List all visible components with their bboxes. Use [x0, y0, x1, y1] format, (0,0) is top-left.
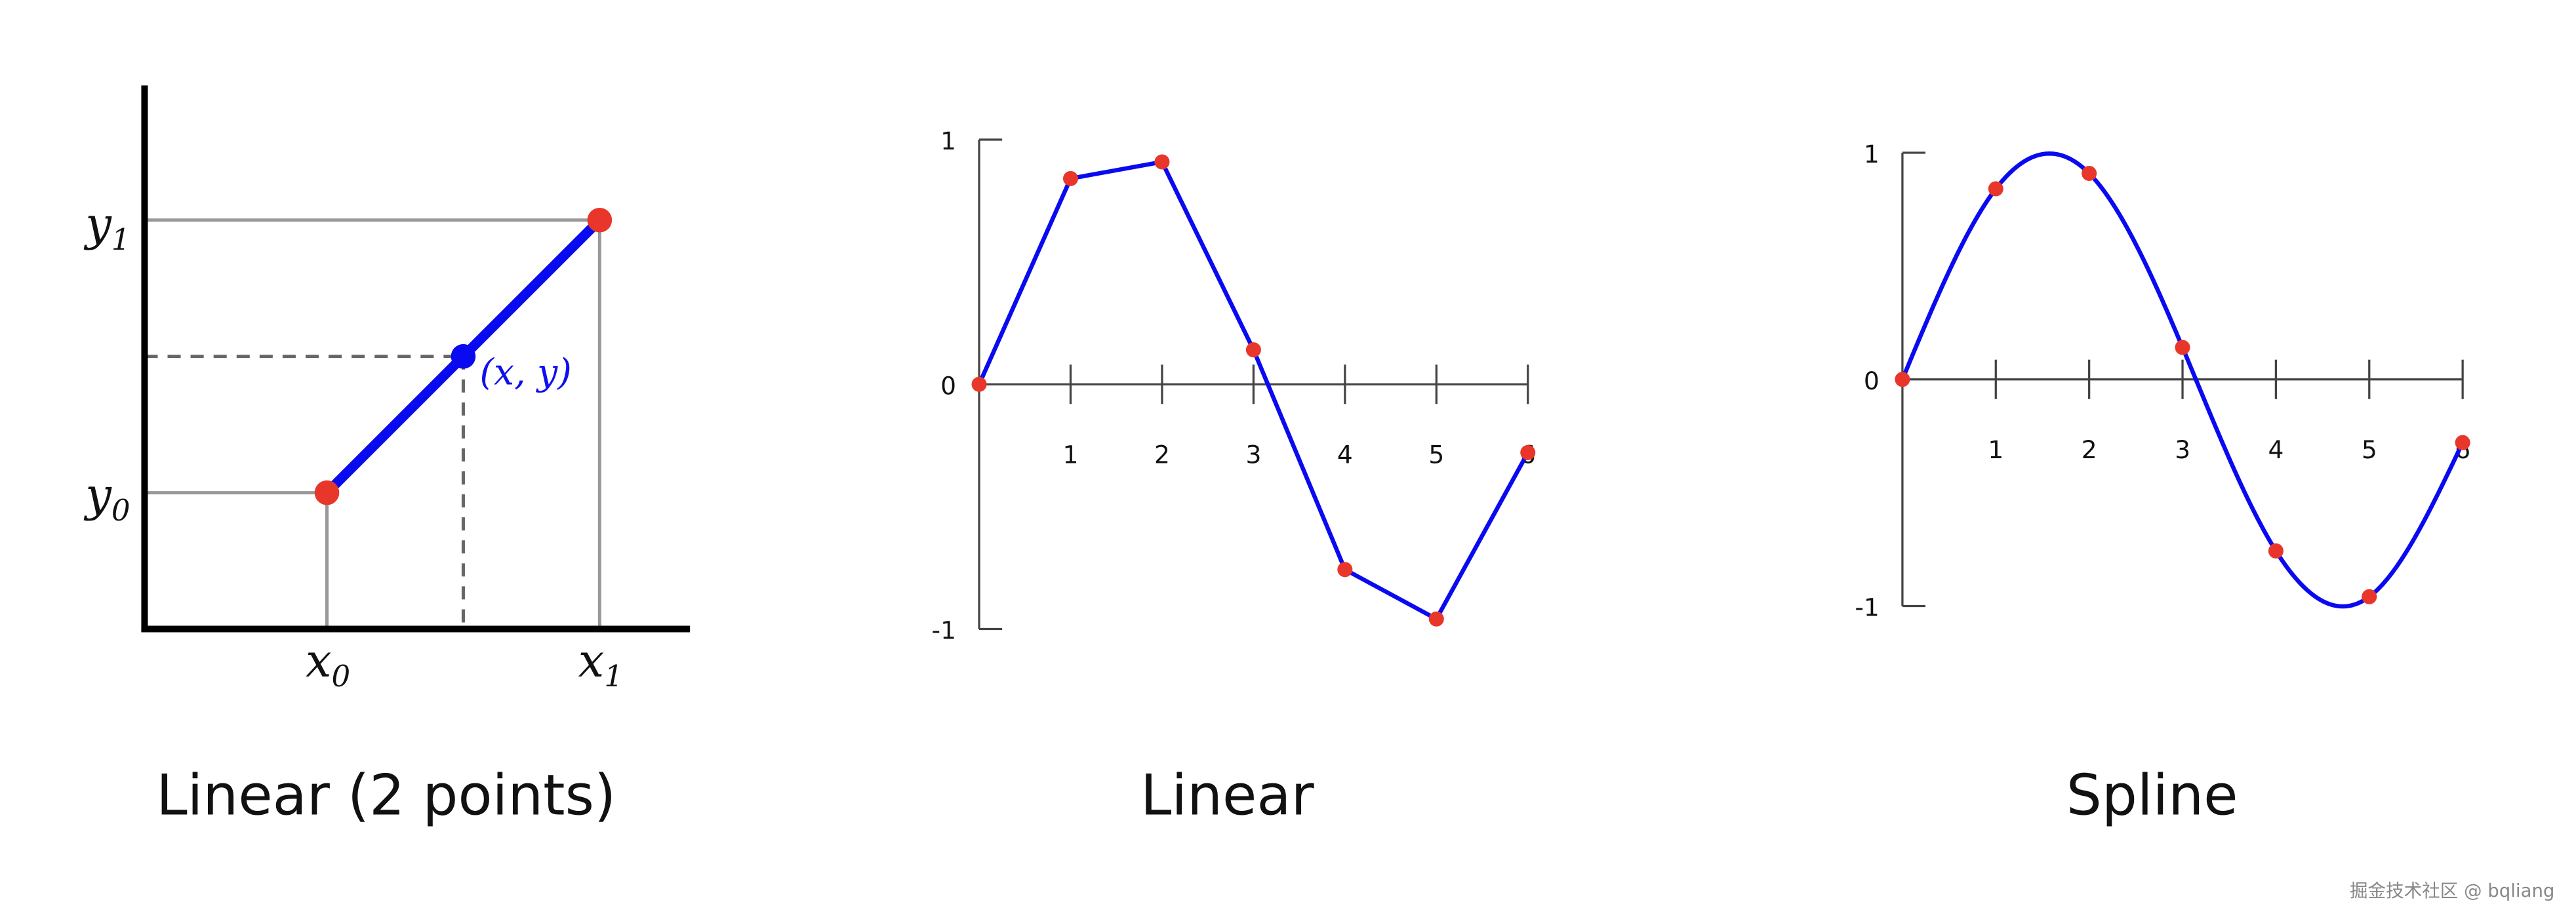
x-tick-label: 1	[1988, 435, 2003, 464]
x-tick-label: 1	[1063, 441, 1079, 469]
data-point	[1895, 372, 1910, 387]
data-point	[2175, 340, 2190, 355]
y-tick-label: 1	[940, 127, 956, 155]
y-tick-label: 0	[1864, 366, 1880, 395]
y-tick-label: 1	[1864, 140, 1880, 168]
watermark: 掘金技术社区 @ bqliang	[2350, 880, 2554, 901]
data-point	[2082, 165, 2097, 182]
interpolated-point-label: (x, y)	[479, 351, 571, 393]
data-point	[1154, 154, 1170, 170]
data-point	[1337, 562, 1353, 578]
data-point	[1520, 444, 1536, 460]
data-point	[1062, 170, 1079, 186]
x-tick-label: 3	[1245, 441, 1261, 469]
data-point	[2268, 543, 2284, 559]
data-point	[1245, 342, 1261, 358]
label-y0: y0	[83, 468, 130, 528]
y-tick-label: 0	[940, 371, 956, 400]
x-tick-label: 4	[2268, 435, 2284, 464]
caption-spline: Spline	[2066, 764, 2238, 829]
interpolated-point	[451, 344, 476, 369]
x-tick-label: 4	[1337, 441, 1353, 469]
y-tick-label: -1	[932, 616, 956, 645]
point-0	[314, 480, 340, 505]
caption-linear-2-points: Linear (2 points)	[156, 764, 616, 829]
data-point	[971, 376, 987, 392]
data-point	[1988, 181, 2003, 197]
label-y1: y1	[83, 197, 130, 257]
linear-2-points-diagram: (x, y) y1 y0 x0 x1 Linear (2 points)	[83, 85, 691, 829]
data-point	[1428, 611, 1444, 627]
x-tick-label: 3	[2175, 435, 2190, 464]
x-tick-label: 2	[2082, 435, 2097, 464]
point-1	[587, 207, 613, 233]
y-tick-label: -1	[1855, 593, 1879, 621]
data-point	[2362, 589, 2377, 604]
data-point	[2455, 435, 2470, 450]
x-tick-label: 5	[2362, 435, 2377, 464]
x-tick-label: 2	[1154, 441, 1170, 469]
label-x0: x0	[306, 634, 350, 694]
caption-linear: Linear	[1140, 764, 1315, 829]
x-tick-label: 5	[1428, 441, 1444, 469]
label-x1: x1	[578, 634, 623, 694]
